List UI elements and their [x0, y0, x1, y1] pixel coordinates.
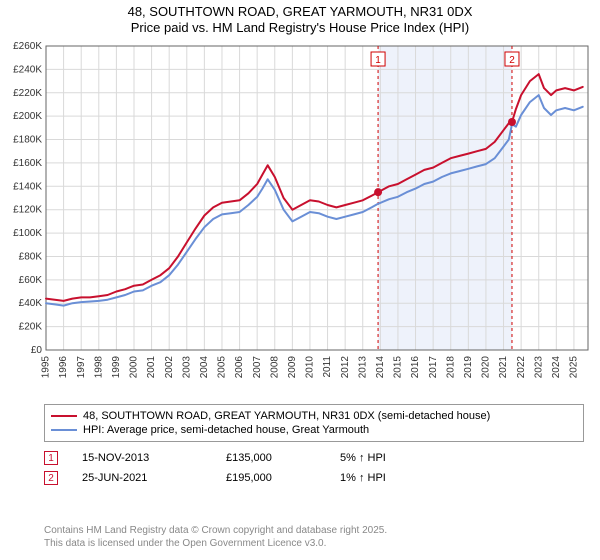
svg-text:£140K: £140K: [13, 181, 42, 192]
svg-text:£60K: £60K: [19, 275, 43, 286]
svg-text:2024: 2024: [551, 356, 562, 379]
svg-text:2021: 2021: [498, 356, 509, 379]
svg-text:2011: 2011: [322, 356, 333, 378]
svg-text:2001: 2001: [146, 356, 157, 379]
sale-badge-2-num: 2: [48, 473, 54, 484]
line-chart: £0 £20K £40K £60K £80K £100K £120K £140K £160K £1…: [0, 38, 600, 398]
sale-markers: 1 15-NOV-2013 £135,000 5% ↑ HPI 2 25-JUN…: [44, 448, 584, 488]
svg-text:£0: £0: [31, 345, 43, 356]
title-line1: 48, SOUTHTOWN ROAD, GREAT YARMOUTH, NR31…: [0, 4, 600, 20]
svg-text:1997: 1997: [76, 356, 87, 379]
svg-text:1999: 1999: [111, 356, 122, 379]
svg-text:2002: 2002: [164, 356, 175, 379]
svg-text:2018: 2018: [445, 356, 456, 379]
chart-area: £0 £20K £40K £60K £80K £100K £120K £140K £160K £1…: [0, 38, 600, 398]
svg-text:2009: 2009: [287, 356, 298, 379]
sale-price-1: £135,000: [226, 452, 316, 464]
sale-row-1: 1 15-NOV-2013 £135,000 5% ↑ HPI: [44, 448, 584, 468]
legend-swatch-property: [51, 415, 77, 417]
svg-text:2010: 2010: [305, 356, 316, 379]
legend-swatch-hpi: [51, 429, 77, 431]
sale-badge-2: 2: [44, 471, 58, 485]
sale-price-2: £195,000: [226, 472, 316, 484]
svg-text:£120K: £120K: [13, 205, 42, 216]
svg-text:1995: 1995: [41, 356, 52, 379]
sale-row-2: 2 25-JUN-2021 £195,000 1% ↑ HPI: [44, 468, 584, 488]
svg-text:£100K: £100K: [13, 228, 42, 239]
svg-text:2006: 2006: [234, 356, 245, 379]
svg-text:2023: 2023: [533, 356, 544, 379]
svg-text:£260K: £260K: [13, 41, 42, 52]
sale-badge-1-num: 1: [48, 453, 54, 464]
footer: Contains HM Land Registry data © Crown c…: [44, 525, 387, 550]
chart-title: 48, SOUTHTOWN ROAD, GREAT YARMOUTH, NR31…: [0, 0, 600, 37]
svg-text:2004: 2004: [199, 356, 210, 379]
svg-text:2014: 2014: [375, 356, 386, 379]
sale-date-1: 15-NOV-2013: [82, 452, 202, 464]
legend: 48, SOUTHTOWN ROAD, GREAT YARMOUTH, NR31…: [44, 404, 584, 442]
sale-badge-1: 1: [44, 451, 58, 465]
footer-line2: This data is licensed under the Open Gov…: [44, 538, 387, 551]
footer-line1: Contains HM Land Registry data © Crown c…: [44, 525, 387, 538]
legend-item-hpi: HPI: Average price, semi-detached house,…: [51, 423, 577, 437]
sale-hpi-1: 5% ↑ HPI: [340, 452, 386, 464]
svg-text:2015: 2015: [393, 356, 404, 379]
svg-text:2012: 2012: [340, 356, 351, 379]
svg-text:1: 1: [375, 55, 381, 66]
svg-text:£180K: £180K: [13, 135, 42, 146]
svg-text:£40K: £40K: [19, 298, 43, 309]
svg-text:2025: 2025: [569, 356, 580, 379]
svg-text:£160K: £160K: [13, 158, 42, 169]
svg-text:2020: 2020: [481, 356, 492, 379]
svg-text:£80K: £80K: [19, 251, 43, 262]
sale-date-2: 25-JUN-2021: [82, 472, 202, 484]
svg-text:2005: 2005: [217, 356, 228, 379]
svg-text:2019: 2019: [463, 356, 474, 379]
svg-text:2008: 2008: [269, 356, 280, 379]
legend-text-hpi: HPI: Average price, semi-detached house,…: [83, 424, 369, 436]
svg-text:£240K: £240K: [13, 64, 42, 75]
svg-text:2007: 2007: [252, 356, 263, 379]
svg-text:2000: 2000: [129, 356, 140, 379]
svg-text:2013: 2013: [357, 356, 368, 379]
svg-text:2016: 2016: [410, 356, 421, 379]
svg-text:£200K: £200K: [13, 111, 42, 122]
legend-item-property: 48, SOUTHTOWN ROAD, GREAT YARMOUTH, NR31…: [51, 409, 577, 423]
sale-hpi-2: 1% ↑ HPI: [340, 472, 386, 484]
title-line2: Price paid vs. HM Land Registry's House …: [0, 20, 600, 36]
legend-text-property: 48, SOUTHTOWN ROAD, GREAT YARMOUTH, NR31…: [83, 410, 490, 422]
svg-text:2003: 2003: [181, 356, 192, 379]
svg-text:£220K: £220K: [13, 88, 42, 99]
svg-text:1998: 1998: [93, 356, 104, 379]
svg-text:£20K: £20K: [19, 322, 43, 333]
root: 48, SOUTHTOWN ROAD, GREAT YARMOUTH, NR31…: [0, 0, 600, 560]
svg-text:2: 2: [509, 55, 515, 66]
svg-text:2017: 2017: [428, 356, 439, 379]
svg-text:1996: 1996: [58, 356, 69, 379]
svg-text:2022: 2022: [516, 356, 527, 379]
